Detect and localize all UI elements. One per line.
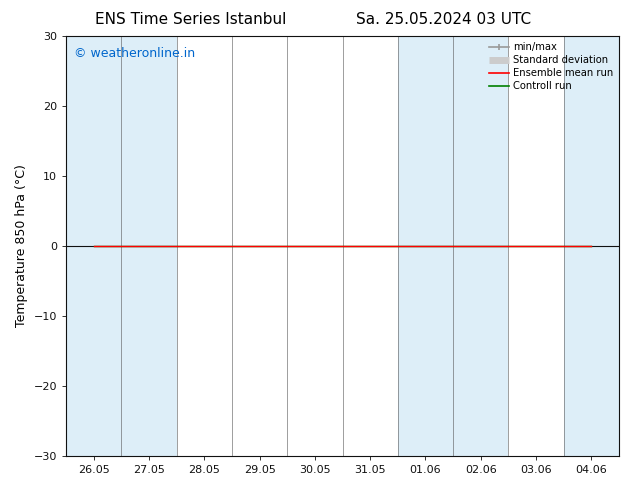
Bar — [564, 36, 619, 456]
Bar — [66, 36, 121, 456]
Text: ENS Time Series Istanbul: ENS Time Series Istanbul — [94, 12, 286, 27]
Text: © weatheronline.in: © weatheronline.in — [74, 47, 195, 60]
Bar — [121, 36, 177, 456]
Legend: min/max, Standard deviation, Ensemble mean run, Controll run: min/max, Standard deviation, Ensemble me… — [485, 38, 617, 95]
Bar — [398, 36, 453, 456]
Text: Sa. 25.05.2024 03 UTC: Sa. 25.05.2024 03 UTC — [356, 12, 531, 27]
Bar — [453, 36, 508, 456]
Y-axis label: Temperature 850 hPa (°C): Temperature 850 hPa (°C) — [15, 165, 28, 327]
